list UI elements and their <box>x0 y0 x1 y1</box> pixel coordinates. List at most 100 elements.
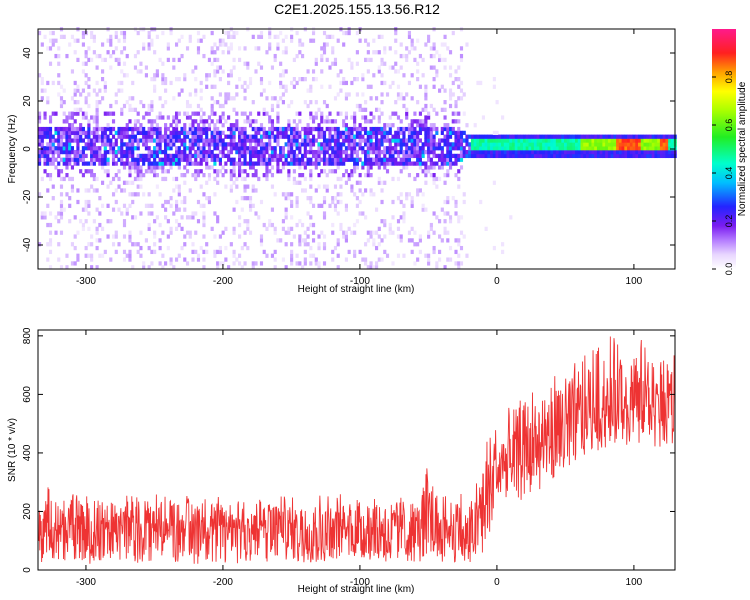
spectrogram-cell <box>501 134 505 139</box>
spectrogram-cell <box>172 142 176 147</box>
spectrogram-cell <box>196 50 201 55</box>
spectrogram-cell <box>172 65 176 70</box>
spectrogram-cell <box>109 38 113 43</box>
spectrogram-cell <box>276 46 280 51</box>
spectrogram-cell <box>303 134 307 139</box>
snr-series-line <box>219 496 312 564</box>
spectrogram-cell <box>155 115 159 120</box>
spectrogram-cell <box>235 142 239 147</box>
spectrogram-cell <box>114 199 118 205</box>
spectrogram-cell <box>596 149 601 155</box>
spectrogram-cell <box>232 107 236 112</box>
spectrogram-cell <box>246 219 250 224</box>
spectrogram-cell <box>114 138 118 143</box>
spectrogram-cell <box>106 126 110 132</box>
spectrogram-cell <box>629 153 633 159</box>
spectrogram-cell <box>306 134 310 139</box>
spectrogram-cell <box>295 111 299 116</box>
spectrogram-cell <box>610 146 614 151</box>
spectrogram-cell <box>361 134 365 139</box>
spectrogram-cell <box>136 157 140 162</box>
spectrogram-cell <box>57 130 61 135</box>
spectrogram-cell <box>492 130 496 135</box>
colorbar-ticks: 0.00.20.40.60.8 <box>712 71 734 275</box>
spectrogram-cell <box>391 153 395 159</box>
spectrogram-cell <box>336 253 340 258</box>
spectrogram-cell <box>59 103 64 109</box>
spectrogram-cell <box>385 157 390 162</box>
spectrogram-cell <box>440 207 444 212</box>
spectrogram-cell <box>205 161 209 166</box>
spectrogram-cell <box>164 146 168 151</box>
spectrogram-cell <box>70 165 75 170</box>
spectrogram-cell <box>607 149 612 155</box>
spectrogram-cell <box>333 61 338 66</box>
spectrogram-cell <box>216 157 220 162</box>
spectrogram-cell <box>374 142 379 147</box>
spectrogram-cell <box>325 142 329 147</box>
spectrogram-cell <box>73 161 77 166</box>
spectrogram-cell <box>451 119 455 124</box>
spectrogram-cell <box>396 92 401 97</box>
spectrogram-cell <box>166 153 170 159</box>
spectrogram-cell <box>528 153 532 159</box>
spectrogram-cell <box>435 153 439 159</box>
spectrogram-cell <box>191 153 195 159</box>
spectrogram-cell <box>161 176 165 182</box>
spectrogram-cell <box>336 265 340 270</box>
spectrogram-cell <box>240 265 244 270</box>
spectrogram-cell <box>120 107 124 112</box>
spectrogram-cell <box>161 77 165 82</box>
spectrogram-cell <box>303 261 307 266</box>
spectrogram-cell <box>585 142 590 147</box>
spectrogram-cell <box>443 265 447 270</box>
spectrogram-cell <box>317 142 321 147</box>
spectrogram-cell <box>229 176 233 182</box>
spectrogram-cell <box>84 203 88 208</box>
spectrogram-cell <box>48 230 53 235</box>
spectrogram-cell <box>317 261 321 266</box>
spectrogram-cell <box>84 130 88 135</box>
spectrogram-cell <box>350 138 354 143</box>
spectrogram-cell <box>270 153 275 159</box>
spectrogram-cell <box>84 134 88 139</box>
spectrogram-cell <box>533 146 538 151</box>
spectrogram-cell <box>416 161 420 166</box>
spectrogram-cell <box>361 92 365 97</box>
spectrogram-cell <box>174 119 179 124</box>
spectrogram-cell <box>164 80 168 86</box>
spectrogram-cell <box>128 173 132 178</box>
spectrogram-cell <box>62 111 66 116</box>
spectrogram-cell <box>101 126 105 132</box>
spectrogram-cell <box>361 77 365 82</box>
spectrogram-cell <box>385 130 390 135</box>
spectrogram-cell <box>273 153 277 159</box>
spectrogram-cell <box>188 126 192 132</box>
spectrogram-cell <box>79 126 83 132</box>
spectrogram-cell <box>51 42 55 47</box>
spectrogram-cell <box>643 153 647 159</box>
spectrogram-cell <box>599 138 603 143</box>
spectrogram-cell <box>177 119 181 124</box>
spectrogram-cell <box>46 126 50 132</box>
spectrogram-cell <box>169 123 173 128</box>
spectrogram-cell <box>65 138 69 143</box>
spectrogram-cell <box>251 34 255 39</box>
spectrogram-cell <box>402 103 406 109</box>
spectrogram-cell <box>366 119 370 124</box>
spectrogram-cell <box>522 153 527 159</box>
spectrogram-cell <box>355 165 359 170</box>
spectrogram-cell <box>347 142 351 147</box>
spectrogram-cell <box>413 134 417 139</box>
spectrogram-cell <box>59 146 64 151</box>
spectrogram-cell <box>429 149 433 155</box>
spectrogram-cell <box>618 142 622 147</box>
spectrogram-cell <box>62 157 66 162</box>
spectrogram-cell <box>342 157 346 162</box>
spectrogram-cell <box>199 107 203 112</box>
spectrogram-cell <box>492 84 496 89</box>
spectrogram-cell <box>188 34 192 39</box>
spectrogram-cell <box>320 115 324 120</box>
spectrogram-cell <box>59 142 64 147</box>
